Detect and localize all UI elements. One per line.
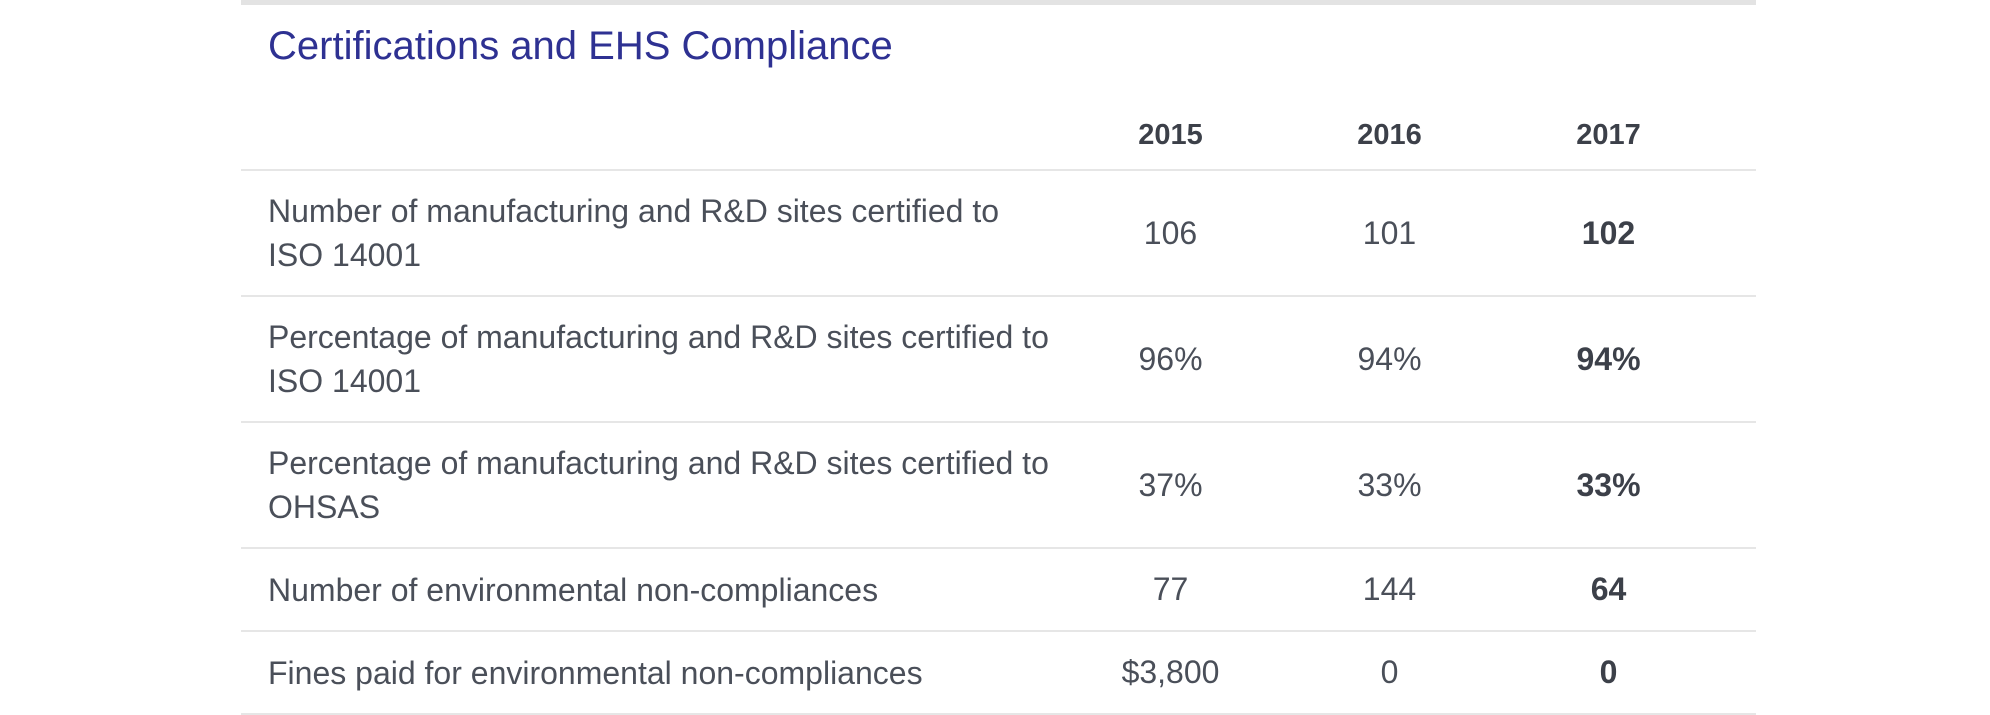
cell-2016: 144 <box>1280 548 1499 632</box>
cell-2017: 64 <box>1499 548 1756 632</box>
cell-2017: 102 <box>1499 170 1756 297</box>
compliance-table: 2015 2016 2017 Number of manufacturing a… <box>241 102 1756 715</box>
top-divider <box>241 0 1756 5</box>
section-title: Certifications and EHS Compliance <box>268 24 893 68</box>
column-header-2017: 2017 <box>1499 102 1756 171</box>
cell-2015: 96% <box>1061 296 1280 423</box>
table-row: Percentage of manufacturing and R&D site… <box>241 296 1756 423</box>
row-label: Percentage of manufacturing and R&D site… <box>241 422 1061 549</box>
cell-2016: 101 <box>1280 170 1499 297</box>
cell-2016: 0 <box>1280 631 1499 715</box>
column-header-2015: 2015 <box>1061 102 1280 171</box>
cell-2016: 33% <box>1280 422 1499 549</box>
table-row: Number of environmental non-compliances … <box>241 548 1756 632</box>
row-label: Fines paid for environmental non-complia… <box>241 631 1061 715</box>
cell-2015: $3,800 <box>1061 631 1280 715</box>
header-row: 2015 2016 2017 <box>241 102 1756 171</box>
cell-2015: 37% <box>1061 422 1280 549</box>
column-header-2016: 2016 <box>1280 102 1499 171</box>
table-row: Fines paid for environmental non-complia… <box>241 631 1756 715</box>
cell-2017: 33% <box>1499 422 1756 549</box>
ehs-compliance-panel: Certifications and EHS Compliance 2015 2… <box>241 0 1756 715</box>
row-label: Number of environmental non-compliances <box>241 548 1061 632</box>
row-label: Number of manufacturing and R&D sites ce… <box>241 170 1061 297</box>
header-blank-cell <box>241 102 1061 171</box>
cell-2017: 0 <box>1499 631 1756 715</box>
cell-2016: 94% <box>1280 296 1499 423</box>
cell-2017: 94% <box>1499 296 1756 423</box>
cell-2015: 106 <box>1061 170 1280 297</box>
row-label: Percentage of manufacturing and R&D site… <box>241 296 1061 423</box>
table-row: Number of manufacturing and R&D sites ce… <box>241 170 1756 297</box>
table-row: Percentage of manufacturing and R&D site… <box>241 422 1756 549</box>
cell-2015: 77 <box>1061 548 1280 632</box>
